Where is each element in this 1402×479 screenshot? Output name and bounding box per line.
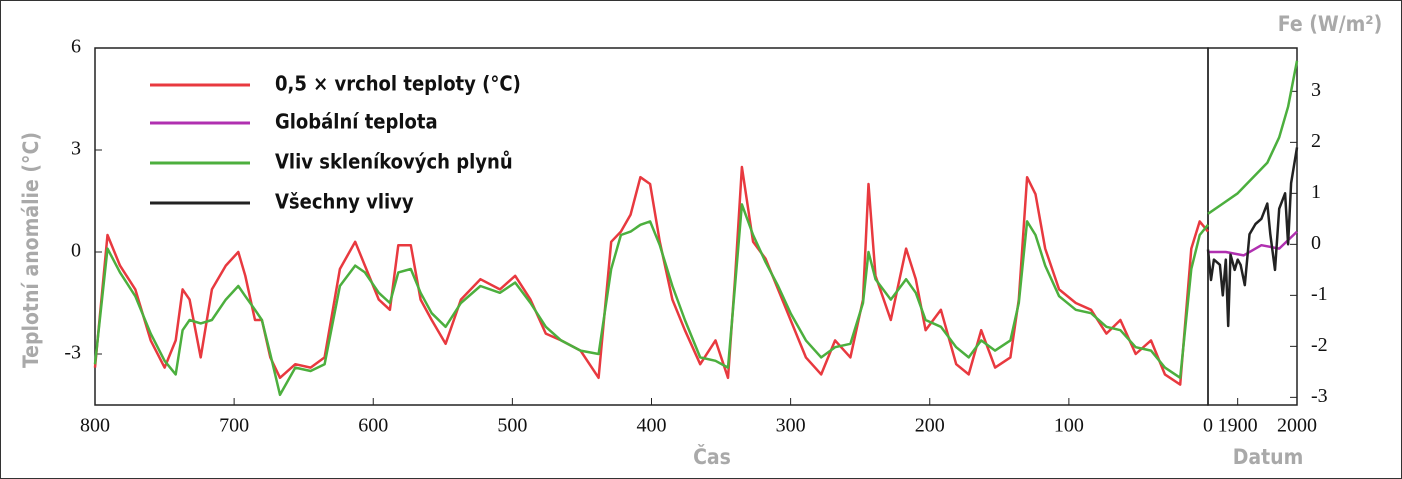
x-tick-label: 600: [358, 415, 388, 437]
x-tick-label: 500: [497, 415, 527, 437]
y2-tick-label: -2: [1311, 334, 1328, 356]
y-tick-label: 3: [71, 138, 81, 160]
x-tick-label: 400: [637, 415, 667, 437]
x-tick-label: 100: [1054, 415, 1084, 437]
legend: 0,5 × vrchol teploty (°C) Globální teplot…: [150, 72, 521, 214]
y-tick-label: -3: [64, 342, 81, 364]
x-axis-label-right: Datum: [1233, 445, 1304, 469]
x-tick-label: 700: [219, 415, 249, 437]
legend-label: Vliv skleníkových plynů: [275, 150, 513, 174]
x-tick-label: 300: [776, 415, 806, 437]
x-axis-label: Čas: [693, 444, 731, 469]
series-line: [93, 203, 1209, 397]
y2-tick-label: 1: [1311, 181, 1321, 203]
x-tick-label: 0: [1203, 415, 1213, 437]
legend-label: Všechny vlivy: [275, 190, 414, 214]
y-tick-label: 0: [71, 240, 81, 262]
y2-tick-label: -1: [1311, 283, 1328, 305]
y2-tick-label: 0: [1311, 232, 1321, 254]
y-tick-label: 6: [71, 36, 81, 58]
plot-frame-right: [1207, 47, 1298, 406]
x-tick-label: 200: [915, 415, 945, 437]
legend-label: Globální teplota: [275, 110, 438, 134]
y2-tick-label: 3: [1311, 79, 1321, 101]
y2-tick-label: -3: [1311, 385, 1328, 407]
x-tick-label: 1900: [1218, 415, 1258, 437]
series-line: [1207, 60, 1299, 215]
legend-label: 0,5 × vrchol teploty (°C): [275, 72, 521, 96]
x-tick-label: 2000: [1277, 415, 1317, 437]
x-tick-label: 800: [80, 415, 110, 437]
y2-axis-label: Fe (W/m²): [1278, 12, 1382, 36]
series-line: [93, 165, 1209, 386]
y2-tick-label: 2: [1311, 130, 1321, 152]
y-axis-label: Teplotní anomálie (°C): [19, 132, 43, 368]
series-line: [1206, 147, 1299, 328]
series-line: [1208, 230, 1298, 257]
